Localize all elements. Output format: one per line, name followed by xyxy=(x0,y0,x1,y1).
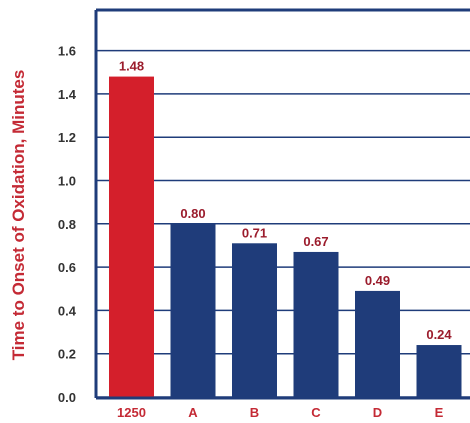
data-label-1250: 1.48 xyxy=(119,59,144,74)
x-tick-label-1250: 1250 xyxy=(117,405,146,420)
x-tick-label-E: E xyxy=(435,405,444,420)
gridlines xyxy=(96,49,470,398)
bar-E xyxy=(416,345,462,397)
y-tick-label-7: 1.4 xyxy=(58,87,77,102)
y-tick-label-2: 0.4 xyxy=(58,303,77,318)
y-tick-label-0: 0.0 xyxy=(58,390,76,405)
data-label-A: 0.80 xyxy=(180,206,205,221)
x-tick-label-D: D xyxy=(373,405,382,420)
x-tick-label-B: B xyxy=(250,405,259,420)
bar-B xyxy=(232,243,277,397)
y-tick-labels: 0.0 0.2 0.4 0.6 0.8 1.0 1.2 1.4 1.6 xyxy=(58,44,77,405)
plot-frame xyxy=(94,8,470,400)
x-tick-label-C: C xyxy=(311,405,321,420)
data-label-B: 0.71 xyxy=(242,225,267,240)
data-labels: 1.48 0.80 0.71 0.67 0.49 0.24 xyxy=(119,59,453,342)
y-tick-label-8: 1.6 xyxy=(58,44,76,59)
data-label-D: 0.49 xyxy=(365,273,390,288)
bar-1250 xyxy=(109,76,154,397)
y-tick-label-5: 1.0 xyxy=(58,174,76,189)
y-axis-label: Time to Onset of Oxidation, Minutes xyxy=(9,70,28,361)
y-tick-label-4: 0.8 xyxy=(58,217,76,232)
x-tick-label-A: A xyxy=(188,405,198,420)
y-tick-label-6: 1.2 xyxy=(58,130,76,145)
y-tick-label-3: 0.6 xyxy=(58,260,76,275)
bars xyxy=(109,76,462,397)
x-category-labels: 1250 A B C D E xyxy=(117,405,444,420)
bar-D xyxy=(355,290,400,397)
data-label-C: 0.67 xyxy=(303,234,328,249)
y-tick-label-1: 0.2 xyxy=(58,347,76,362)
bar-C xyxy=(293,251,339,397)
bar-A xyxy=(170,223,216,397)
data-label-E: 0.24 xyxy=(426,327,452,342)
